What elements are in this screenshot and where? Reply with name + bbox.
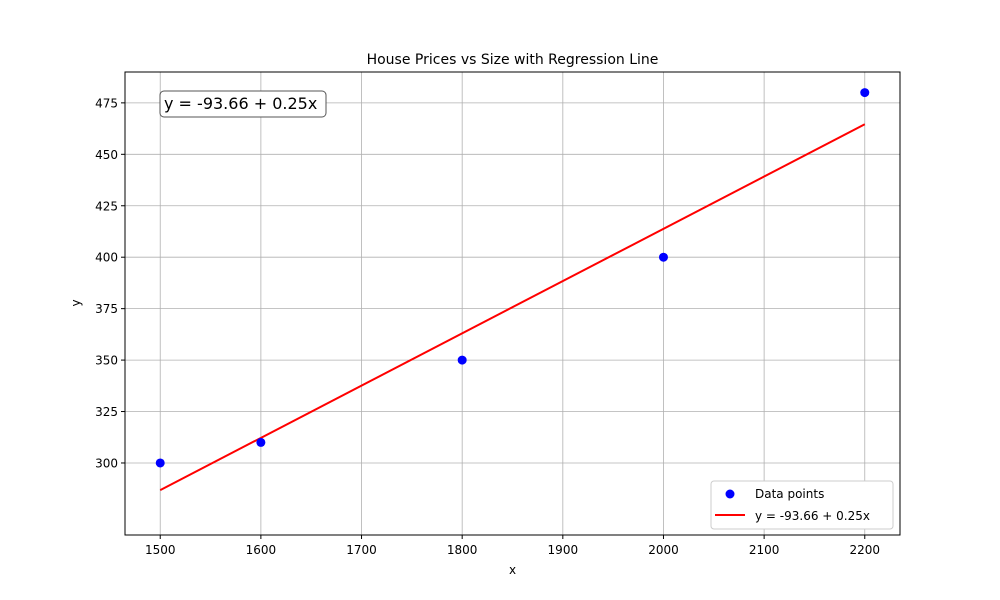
x-tick-label: 1900 (548, 543, 579, 557)
legend-label-regression-line: y = -93.66 + 0.25x (755, 509, 870, 523)
equation-annotation-text: y = -93.66 + 0.25x (164, 94, 317, 113)
data-point (256, 437, 266, 447)
data-point (658, 252, 668, 262)
x-axis-title: x (509, 563, 516, 577)
y-tick-label: 300 (95, 456, 118, 470)
line-layer (159, 123, 866, 492)
regression-line (159, 123, 866, 492)
point-layer (155, 88, 870, 468)
equation-annotation: y = -93.66 + 0.25x (159, 90, 327, 118)
y-tick-label: 450 (95, 148, 118, 162)
x-tick-label: 2000 (648, 543, 679, 557)
y-tick-label: 400 (95, 251, 118, 265)
legend-marker-data-points (725, 489, 735, 499)
y-tick-label: 350 (95, 354, 118, 368)
legend: Data points y = -93.66 + 0.25x (710, 480, 894, 530)
x-tick-label: 2200 (849, 543, 880, 557)
data-point (860, 88, 870, 98)
x-tick-label: 1500 (145, 543, 176, 557)
y-axis-title: y (69, 299, 83, 306)
legend-label-data-points: Data points (755, 487, 824, 501)
tick-layer: 1500 1600 1700 1800 1900 2000 2100 2200 300 325 35… (95, 96, 880, 557)
plot-frame (124, 71, 901, 536)
legend-box (710, 480, 894, 530)
y-tick-label: 325 (95, 405, 118, 419)
data-point (457, 355, 467, 365)
chart-title: House Prices vs Size with Regression Lin… (367, 52, 659, 68)
equation-annotation-box (159, 90, 327, 118)
x-tick-label: 1600 (246, 543, 277, 557)
data-point (155, 458, 165, 468)
y-tick-label: 475 (95, 96, 118, 110)
y-tick-label: 375 (95, 302, 118, 316)
x-tick-label: 1800 (447, 543, 478, 557)
grid-layer (125, 72, 900, 535)
x-tick-label: 2100 (749, 543, 780, 557)
x-tick-label: 1700 (346, 543, 377, 557)
y-tick-label: 425 (95, 199, 118, 213)
